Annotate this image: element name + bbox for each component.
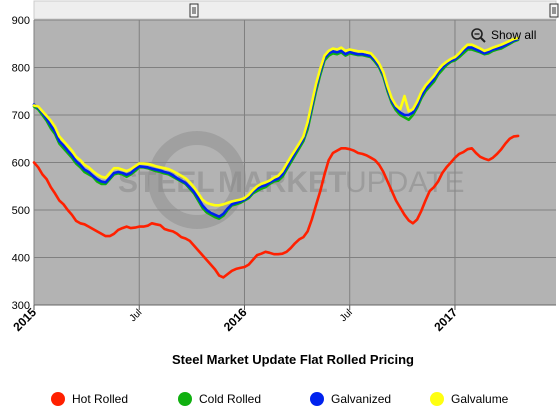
x-tick-label: 2016 [221, 305, 250, 334]
legend-item-galvanized[interactable]: Galvanized [310, 392, 391, 406]
x-tick-label: Jul [338, 307, 355, 324]
legend-item-galvalume[interactable]: Galvalume [430, 392, 509, 406]
legend-item-cold-rolled[interactable]: Cold Rolled [178, 392, 261, 406]
show-all-button[interactable]: Show all [471, 28, 536, 43]
y-tick-label: 700 [12, 110, 30, 122]
legend-label: Galvanized [331, 392, 391, 406]
legend-label: Hot Rolled [72, 392, 128, 406]
legend-marker [51, 392, 65, 406]
x-tick-label: 2017 [431, 305, 460, 334]
series-line-galvalume[interactable] [32, 36, 520, 207]
legend: Hot Rolled Cold Rolled Galvanized Galvalume [51, 392, 509, 406]
y-tick-label: 400 [12, 253, 30, 265]
watermark-ring-icon [148, 131, 246, 229]
legend-marker [310, 392, 324, 406]
range-navigator[interactable] [33, 0, 559, 20]
watermark-text-right: UPDATE [345, 166, 464, 199]
series-lines [32, 36, 520, 279]
show-all-label[interactable]: Show all [491, 28, 536, 42]
navigator-left-handle[interactable] [189, 3, 199, 18]
navigator-track[interactable] [33, 0, 557, 20]
y-tick-label: 300 [12, 300, 30, 312]
legend-label: Cold Rolled [199, 392, 261, 406]
y-tick-label: 900 [12, 15, 30, 27]
y-tick-label: 600 [12, 158, 30, 170]
y-axis: 300 400 500 600 700 800 900 [12, 15, 30, 312]
y-tick-label: 800 [12, 63, 30, 75]
series-line-hot-rolled[interactable] [32, 134, 520, 279]
legend-marker [178, 392, 192, 406]
chart-title: Steel Market Update Flat Rolled Pricing [172, 352, 414, 367]
series-line-galvanized[interactable] [32, 37, 520, 218]
zoom-out-magnifier-icon[interactable] [471, 28, 486, 43]
grid-lines [33, 19, 556, 306]
navigator-right-handle[interactable] [549, 3, 559, 18]
legend-item-hot-rolled[interactable]: Hot Rolled [51, 392, 128, 406]
y-tick-label: 500 [12, 205, 30, 217]
x-tick-label: Jul [128, 307, 145, 324]
x-axis: 2015 Jul 2016 Jul 2017 [10, 304, 556, 334]
legend-label: Galvalume [451, 392, 509, 406]
legend-marker [430, 392, 444, 406]
